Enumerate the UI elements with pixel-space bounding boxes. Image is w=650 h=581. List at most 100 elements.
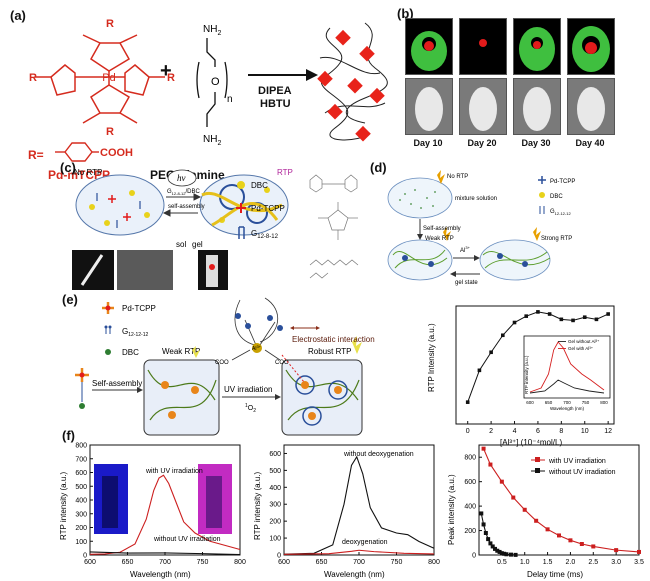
e-legend-dbc: DBC: [122, 348, 139, 357]
panel-label-e: (e): [62, 292, 78, 307]
chart-f1-marks-ytick-label-2: 200: [75, 525, 87, 532]
chart-f1-marks-ytick-label-3: 300: [75, 511, 87, 518]
chart-f3-marks-point-1-3: [486, 537, 491, 542]
r-group-left: R: [29, 72, 37, 84]
panel-label-f: (f): [62, 428, 75, 443]
chart-f3-xlabel: Delay time (ms): [527, 570, 583, 579]
chart-f2-marks-xtick-label-4: 800: [428, 559, 440, 566]
day-label-20: Day 20: [467, 138, 497, 148]
mouse-photo-day30: [513, 78, 561, 135]
chart-f3-marks-xtick-label-6: 3.5: [634, 559, 644, 566]
e-coo-right: COO: [275, 360, 289, 366]
chart-f3-marks-point-1-2: [483, 531, 488, 535]
f3-legend-with: with UV irradiation: [548, 458, 606, 465]
assembly-label-c: G12-8-12/DBC: [167, 189, 200, 196]
chart-f2-marks-series-line-0: [283, 455, 435, 555]
chart-f2-marks-series-line-1: [283, 549, 435, 555]
chart-f3-marks-point-0-8: [568, 538, 573, 543]
mouse-luminescence-day40: [567, 18, 615, 75]
chart-f2-marks-xtick-label-1: 650: [316, 559, 328, 566]
chart-f3-marks-xtick-label-1: 1.0: [520, 559, 530, 566]
d-al: Al3+: [460, 245, 471, 254]
chart-e-inset-line-without-al: [529, 379, 605, 394]
chart-f1-marks-xtick-label-0: 600: [84, 559, 96, 566]
d-legend-pd: Pd-TCPP: [550, 179, 575, 185]
chart-f3-marks-point-1-9: [499, 551, 504, 556]
chart-f1-marks-ytick-label-1: 100: [75, 539, 87, 546]
chart-f3-legend: with UV irradiation without UV irradiati…: [531, 457, 616, 476]
chart-f3-marks-point-1-8: [497, 549, 502, 554]
chart-f2-marks-xtick-label-2: 700: [353, 559, 365, 566]
chart-f1-marks-ytick-label-6: 600: [75, 470, 87, 477]
c-legend-pd: Pd-TCPP: [251, 204, 285, 213]
mouse-photo-day20: [459, 78, 507, 135]
chart-e-xtick-label-5: 10: [581, 428, 589, 435]
chart-f1-marks-ytick-label-7: 700: [75, 456, 87, 463]
chart-e-point-5: [524, 314, 529, 318]
chart-f3-marks-point-0-9: [579, 542, 584, 546]
chart-e-xtick-label-0: 0: [466, 428, 470, 435]
chart-f1-marks-ytick-label-5: 500: [75, 484, 87, 491]
mouse-luminescence-day30: [513, 18, 561, 75]
f1-annot-without: without UV irradiation: [153, 536, 221, 543]
e-uv: UV irradiation: [224, 385, 272, 394]
chart-f3-marks-point-1-5: [490, 544, 495, 549]
chart-e-inset-xtick-2: 700: [563, 400, 571, 405]
mouse-luminescence-day20: [459, 18, 507, 75]
chart-f2-marks-ytick-label-3: 300: [269, 502, 281, 509]
f2-annot-without: without deoxygenation: [343, 451, 414, 458]
pd-atom: Pd: [102, 72, 115, 84]
vial-shape-right: [206, 476, 222, 528]
e-legend-g: G12-12-12: [122, 327, 148, 338]
chart-f3-marks-point-1-0: [479, 511, 484, 516]
chart-f3-marks-point-0-1: [488, 462, 493, 467]
peg-diamine-structure: NH2 O n NH2: [196, 24, 233, 147]
chart-f3-marks-ytick-label-3: 600: [464, 479, 476, 486]
chart-f3-marks-point-1-12: [509, 552, 513, 557]
r-equals: R=: [28, 148, 44, 162]
chart-f3-marks-xtick-label-2: 1.5: [543, 559, 553, 566]
r-group-top: R: [106, 18, 114, 30]
mouse-image-grid: Day 10 Day 20 Day 30 Day 40: [405, 18, 617, 148]
chart-e-point-0: [465, 400, 470, 404]
chart-f3-marks-xtick-label-0: 0.5: [497, 559, 507, 566]
chart-f1: 600 650 700 750 800 0 100 200 300 400 500 600 700 800…: [59, 443, 246, 580]
chart-f3-marks-point-0-11: [614, 548, 619, 553]
d-schematic: No RTP mixture solution Self-assembly We…: [387, 170, 575, 286]
d-legend-g: G12-12-12: [550, 209, 571, 216]
chart-f3-marks-xtick-label-4: 2.5: [588, 559, 598, 566]
chart-e-inset-xlabel: Wavelength (nm): [550, 406, 585, 411]
chart-f3-marks-point-0-6: [545, 527, 550, 532]
mouse-luminescence-day10: [405, 18, 453, 75]
chart-f1-xlabel: Wavelength (nm): [130, 570, 191, 579]
chart-e-inset-box: [523, 335, 611, 399]
e-self-assembly: Self-assembly: [92, 379, 142, 388]
chart-f3-marks-ytick-label-2: 400: [464, 504, 476, 511]
chart-f3-marks-xtick-label-3: 2.0: [566, 559, 576, 566]
chart-f3-marks-point-1-10: [502, 551, 507, 556]
chart-e-point-1: [477, 368, 482, 373]
sol-gel-schematic: hv No RTP RTP G12-8-12/DBC self-assembly…: [72, 168, 293, 290]
vial-shape-left: [102, 476, 118, 528]
c-legend-g: G12-8-12: [251, 229, 279, 240]
chart-e-point-8: [559, 317, 564, 322]
panel-label-b: (b): [397, 6, 414, 21]
chart-e-inset-legend-1: Gel with Al³⁺: [568, 346, 594, 351]
chart-f3-marks-point-0-3: [511, 495, 516, 500]
chart-f1-marks-ytick-label-0: 0: [83, 553, 87, 560]
c-molecule-structures: [309, 174, 359, 279]
gel-label: gel: [192, 240, 203, 249]
panel-label-d: (d): [370, 160, 387, 175]
chart-f3-marks-point-0-4: [522, 507, 527, 512]
nh2-bottom: NH2: [203, 134, 221, 147]
chart-f1-marks-xtick-label-2: 700: [159, 559, 171, 566]
reagent-hbtu: HBTU: [260, 98, 291, 110]
chart-f3-marks-point-1-1: [481, 522, 486, 527]
chart-e-point-12: [606, 312, 610, 316]
day-label-30: Day 30: [521, 138, 551, 148]
chart-e-inset-xtick-1: 650: [545, 400, 553, 405]
chart-f1-marks-xtick-label-1: 650: [122, 559, 134, 566]
chart-f2-marks-ytick-label-4: 400: [269, 485, 281, 492]
chart-e-inset-legend-0: Gel without Al³⁺: [568, 339, 600, 344]
d-no-rtp: No RTP: [447, 174, 468, 180]
